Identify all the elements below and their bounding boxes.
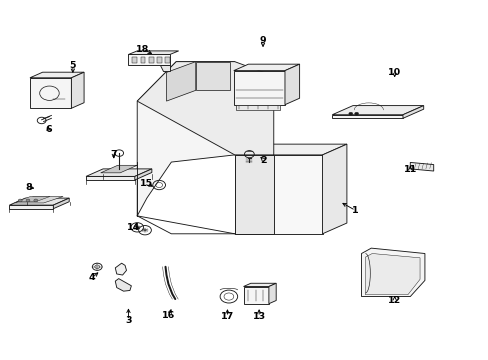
Polygon shape bbox=[30, 72, 84, 78]
Text: 5: 5 bbox=[69, 61, 76, 70]
Polygon shape bbox=[164, 57, 169, 63]
Text: 16: 16 bbox=[162, 311, 175, 320]
Text: 12: 12 bbox=[387, 296, 401, 305]
Polygon shape bbox=[101, 165, 137, 173]
Text: 4: 4 bbox=[89, 273, 96, 282]
Polygon shape bbox=[128, 51, 178, 54]
Polygon shape bbox=[402, 105, 423, 118]
Text: 14: 14 bbox=[126, 223, 140, 232]
Polygon shape bbox=[115, 263, 126, 275]
Polygon shape bbox=[137, 62, 273, 155]
Polygon shape bbox=[86, 169, 152, 176]
Polygon shape bbox=[135, 169, 152, 180]
Circle shape bbox=[348, 112, 352, 115]
Text: 8: 8 bbox=[25, 183, 32, 192]
Polygon shape bbox=[14, 197, 63, 203]
Polygon shape bbox=[166, 62, 195, 101]
Polygon shape bbox=[234, 144, 346, 155]
Circle shape bbox=[26, 199, 30, 202]
Polygon shape bbox=[148, 57, 153, 63]
Polygon shape bbox=[233, 64, 299, 71]
Polygon shape bbox=[17, 197, 50, 202]
Polygon shape bbox=[322, 144, 346, 234]
Polygon shape bbox=[361, 248, 424, 297]
Text: 1: 1 bbox=[352, 206, 358, 215]
Polygon shape bbox=[53, 198, 69, 209]
Polygon shape bbox=[243, 287, 268, 304]
Polygon shape bbox=[365, 253, 419, 295]
Polygon shape bbox=[234, 155, 273, 234]
Text: 2: 2 bbox=[260, 156, 267, 165]
Polygon shape bbox=[30, 78, 71, 108]
Circle shape bbox=[34, 199, 38, 202]
Polygon shape bbox=[86, 176, 135, 180]
Polygon shape bbox=[268, 283, 276, 304]
Polygon shape bbox=[160, 64, 169, 71]
Polygon shape bbox=[331, 115, 402, 118]
Polygon shape bbox=[243, 283, 276, 287]
Polygon shape bbox=[128, 54, 169, 64]
Text: 15: 15 bbox=[140, 179, 153, 188]
Text: 11: 11 bbox=[403, 165, 416, 174]
Polygon shape bbox=[132, 57, 137, 63]
Polygon shape bbox=[234, 155, 322, 234]
Polygon shape bbox=[195, 62, 229, 90]
Polygon shape bbox=[115, 279, 131, 291]
Polygon shape bbox=[137, 62, 234, 216]
Circle shape bbox=[354, 112, 358, 115]
Text: 10: 10 bbox=[387, 68, 401, 77]
Polygon shape bbox=[157, 57, 162, 63]
Text: 9: 9 bbox=[259, 36, 266, 45]
Text: 3: 3 bbox=[125, 316, 131, 325]
Text: 17: 17 bbox=[221, 312, 234, 321]
Polygon shape bbox=[140, 57, 145, 63]
Polygon shape bbox=[236, 105, 280, 110]
Polygon shape bbox=[331, 105, 423, 115]
Text: 18: 18 bbox=[136, 45, 149, 54]
Circle shape bbox=[18, 199, 22, 202]
Polygon shape bbox=[409, 162, 433, 171]
Text: 6: 6 bbox=[45, 125, 52, 134]
Polygon shape bbox=[71, 72, 84, 108]
Text: 13: 13 bbox=[252, 312, 265, 321]
Polygon shape bbox=[233, 71, 285, 105]
Polygon shape bbox=[9, 198, 69, 205]
Text: 7: 7 bbox=[110, 150, 117, 159]
Polygon shape bbox=[285, 64, 299, 105]
Polygon shape bbox=[9, 205, 53, 209]
